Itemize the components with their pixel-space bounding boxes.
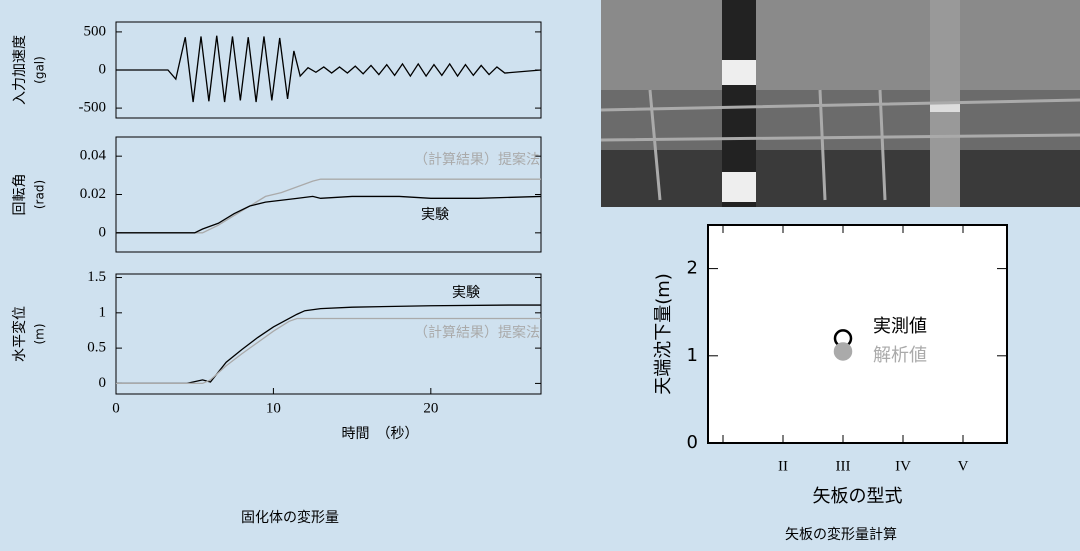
x-tick-label: 20 — [423, 400, 438, 416]
annotation: （計算結果）提案法 — [414, 151, 540, 168]
annotation: 実験 — [452, 285, 480, 301]
y-tick-label: -500 — [79, 100, 107, 116]
legend-label: 実測値 — [873, 316, 927, 337]
x-tick-label: 0 — [112, 400, 120, 416]
y-tick-label: 0 — [687, 432, 698, 453]
x-tick-label: II — [778, 458, 788, 474]
y-axis-label: 水平変位 — [11, 306, 28, 362]
y-axis-unit: (rad) — [33, 180, 47, 209]
y-tick-label: 500 — [84, 23, 107, 39]
caption: 固化体の変形量 — [241, 509, 339, 526]
x-tick-label: IV — [895, 458, 911, 474]
plot-frame — [708, 225, 1007, 443]
y-tick-label: 1 — [687, 345, 698, 366]
x-tick-label: V — [958, 458, 969, 474]
y-tick-label: 0 — [99, 375, 107, 391]
photo — [601, 0, 1080, 207]
page: 固化体の変形量 矢板の変形量計算 500 0 -500 入力加速度 (gal) 0.04 0… — [0, 0, 1080, 551]
y-tick-label: 0 — [99, 61, 107, 77]
x-axis-label: 矢板の型式 — [813, 486, 903, 507]
y-tick-label: 1.5 — [87, 269, 106, 285]
legend-label: 解析値 — [873, 345, 927, 366]
data-line — [116, 36, 541, 102]
y-tick-label: 0.02 — [80, 186, 106, 202]
y-axis-label: 天端沈下量(m) — [653, 273, 674, 395]
y-axis-unit: (m) — [33, 323, 47, 344]
data-line — [116, 179, 541, 233]
y-axis-unit: (gal) — [33, 56, 47, 84]
y-tick-label: 0.5 — [87, 340, 106, 356]
y-tick-label: 2 — [687, 258, 698, 279]
y-axis-label: 入力加速度 — [12, 35, 28, 105]
caption: 矢板の変形量計算 — [785, 526, 897, 543]
y-axis-label: 回転角 — [12, 174, 28, 216]
annotation: 実験 — [421, 207, 449, 223]
figure: 固化体の変形量 矢板の変形量計算 500 0 -500 入力加速度 (gal) 0.04 0… — [0, 0, 1080, 551]
x-tick-label: III — [836, 458, 851, 474]
marker — [835, 343, 851, 359]
data-line — [116, 305, 541, 383]
data-line — [116, 196, 541, 232]
y-tick-label: 1 — [99, 304, 107, 320]
y-tick-label: 0.04 — [80, 148, 107, 164]
annotation: （計算結果）提案法 — [414, 324, 540, 341]
x-tick-label: 10 — [266, 400, 281, 416]
x-axis-label: 時間 （秒） — [342, 426, 419, 442]
y-tick-label: 0 — [99, 224, 107, 240]
